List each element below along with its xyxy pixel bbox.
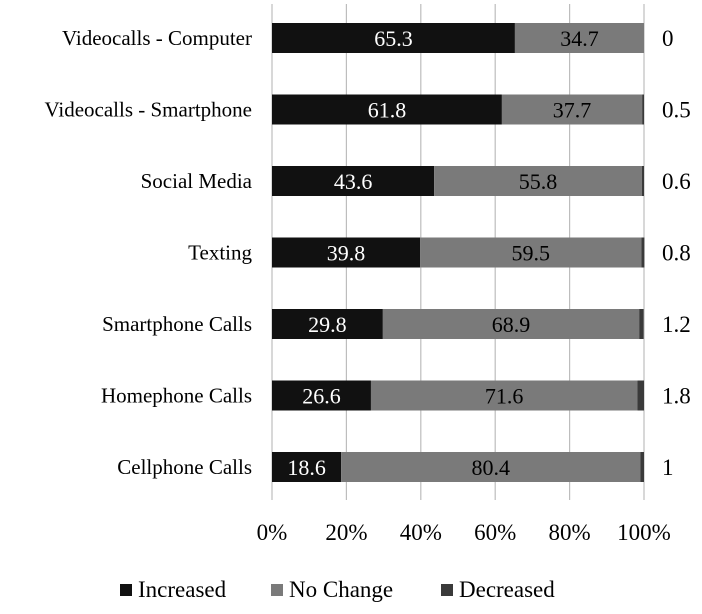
category-label: Homephone Calls <box>101 384 252 408</box>
legend-label: No Change <box>289 577 393 602</box>
data-label: 18.6 <box>287 455 326 480</box>
legend-item: Increased <box>120 577 227 602</box>
bar-segment-increased <box>272 380 371 411</box>
legend-label: Decreased <box>459 577 555 602</box>
legend: Increased No Change Decreased <box>120 577 555 602</box>
x-tick-label: 80% <box>549 520 591 545</box>
data-label: 26.6 <box>302 384 341 409</box>
decreased-value-label: 1 <box>662 455 674 480</box>
decreased-value-label: 1.8 <box>662 384 691 409</box>
data-label: 80.4 <box>471 455 510 480</box>
data-label: 29.8 <box>308 312 347 337</box>
x-tick-label: 60% <box>474 520 516 545</box>
bar-segment-no-change <box>514 23 644 53</box>
x-tick-label: 100% <box>617 520 671 545</box>
bar-segment-no-change <box>434 166 642 196</box>
category-label: Smartphone Calls <box>102 312 252 336</box>
data-label: 34.7 <box>560 26 599 51</box>
bar-segment-decreased <box>641 237 645 268</box>
legend-swatch <box>120 584 132 596</box>
bar-segment-increased <box>272 237 421 268</box>
decreased-value-label: 0.5 <box>662 98 691 123</box>
data-label: 71.6 <box>485 384 524 409</box>
bar-segment-no-change <box>341 452 641 482</box>
x-axis-ticks: 0% 20% 40% 60% 80% 100% <box>257 520 671 545</box>
bar-segment-no-change <box>501 94 643 125</box>
legend-swatch <box>271 584 283 596</box>
category-label: Texting <box>188 241 252 265</box>
bar-segment-increased <box>272 452 342 482</box>
legend-item: Decreased <box>441 577 555 602</box>
decreased-value-label: 0.8 <box>662 241 691 266</box>
category-label: Videocalls - Smartphone <box>44 98 252 122</box>
bar-segment-no-change <box>420 237 642 268</box>
data-label: 39.8 <box>327 241 366 266</box>
data-label: 68.9 <box>492 312 531 337</box>
bar-segment-decreased <box>637 380 644 411</box>
bars: 65.3 34.7 61.8 37.7 43.6 55.8 39.8 59.5 29.8 68.9… <box>272 23 645 482</box>
decreased-value-label: 0 <box>662 26 674 51</box>
x-tick-label: 20% <box>325 520 367 545</box>
bar-segment-decreased <box>639 309 644 339</box>
decreased-value-label: 0.6 <box>662 169 691 194</box>
decreased-value-labels: 0 0.5 0.6 0.8 1.2 1.8 1 <box>662 26 691 480</box>
data-label: 65.3 <box>374 26 413 51</box>
bar-segment-increased <box>272 309 383 339</box>
data-label: 43.6 <box>334 169 373 194</box>
data-label: 37.7 <box>553 98 592 123</box>
bar-segment-decreased <box>640 452 644 482</box>
category-label: Cellphone Calls <box>117 455 252 479</box>
bar-segment-no-change <box>382 309 640 339</box>
category-label: Social Media <box>141 169 253 193</box>
bar-segment-increased <box>272 94 502 125</box>
x-tick-label: 40% <box>400 520 442 545</box>
data-label: 55.8 <box>519 169 558 194</box>
bar-segment-decreased <box>641 166 644 196</box>
x-tick-label: 0% <box>257 520 288 545</box>
bar-segment-increased <box>272 166 435 196</box>
data-label: 61.8 <box>368 98 407 123</box>
bar-segment-increased <box>272 23 515 53</box>
data-label: 59.5 <box>511 241 550 266</box>
decreased-value-label: 1.2 <box>662 312 691 337</box>
bar-segment-decreased <box>642 94 644 125</box>
bar-segment-no-change <box>370 380 638 411</box>
legend-item: No Change <box>271 577 393 602</box>
legend-label: Increased <box>138 577 227 602</box>
category-label: Videocalls - Computer <box>62 26 252 50</box>
category-labels: Videocalls - Computer Videocalls - Smartp… <box>44 26 252 479</box>
legend-swatch <box>441 584 453 596</box>
